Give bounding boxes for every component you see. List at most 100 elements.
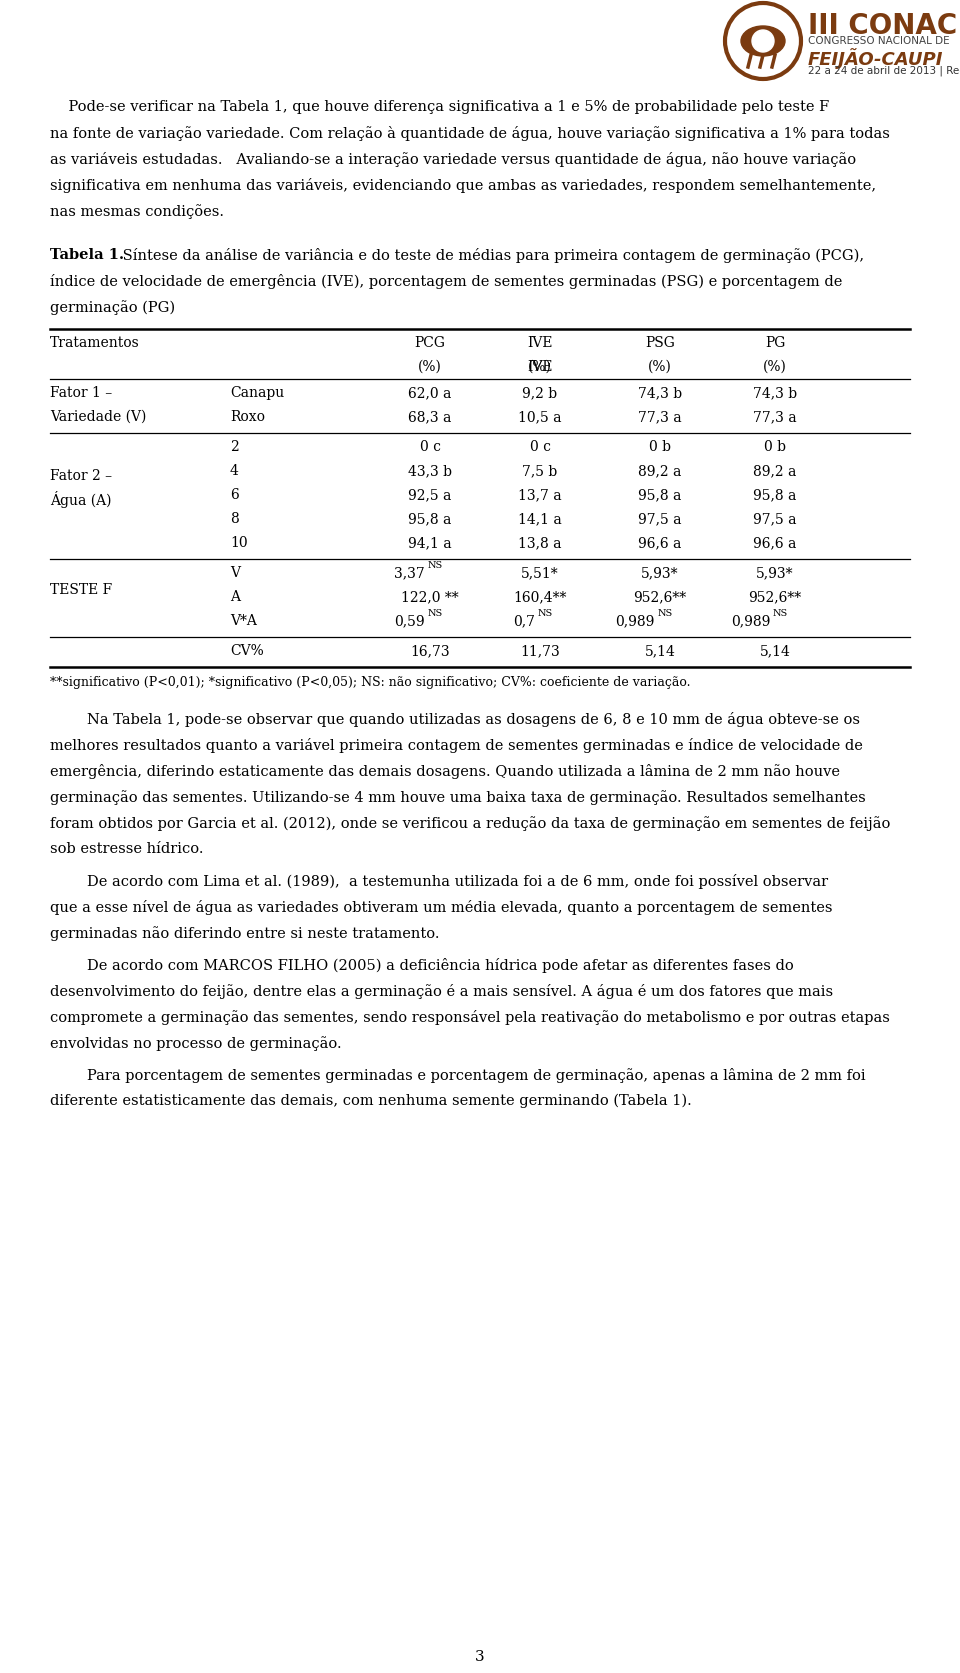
Text: Tabela 1.: Tabela 1. [50, 248, 124, 263]
Text: PSG: PSG [645, 336, 675, 350]
Text: 5,93*: 5,93* [756, 565, 794, 579]
Text: germinadas não diferindo entre si neste tratamento.: germinadas não diferindo entre si neste … [50, 925, 440, 940]
Text: 22 a 24 de abril de 2013 | Recife - PE: 22 a 24 de abril de 2013 | Recife - PE [808, 65, 960, 75]
Text: as variáveis estudadas.   Avaliando-se a interação variedade versus quantidade d: as variáveis estudadas. Avaliando-se a i… [50, 152, 856, 167]
Text: **significativo (P<0,01); *significativo (P<0,05); NS: não significativo; CV%: c: **significativo (P<0,01); *significativo… [50, 676, 690, 689]
Text: 97,5 a: 97,5 a [754, 512, 797, 525]
Text: (%): (%) [418, 360, 442, 373]
Text: 160,4**: 160,4** [514, 589, 566, 604]
Text: V: V [230, 565, 240, 579]
Text: A: A [230, 589, 240, 604]
Text: 952,6**: 952,6** [634, 589, 686, 604]
Text: 97,5 a: 97,5 a [638, 512, 682, 525]
Text: 43,3 b: 43,3 b [408, 463, 452, 478]
Text: 5,14: 5,14 [644, 644, 676, 657]
Text: Tratamentos: Tratamentos [50, 336, 140, 350]
Text: 5,93*: 5,93* [641, 565, 679, 579]
Text: (%): (%) [763, 360, 787, 373]
Text: 77,3 a: 77,3 a [754, 410, 797, 423]
Text: 10: 10 [230, 535, 248, 550]
Text: 95,8 a: 95,8 a [408, 512, 452, 525]
Ellipse shape [741, 27, 785, 57]
Circle shape [752, 32, 774, 54]
Text: 92,5 a: 92,5 a [408, 489, 452, 502]
Text: nas mesmas condições.: nas mesmas condições. [50, 204, 224, 219]
Text: Para porcentagem de sementes germinadas e porcentagem de germinação, apenas a lâ: Para porcentagem de sementes germinadas … [50, 1067, 866, 1082]
Text: índice de velocidade de emergência (IVE), porcentagem de sementes germinadas (PS: índice de velocidade de emergência (IVE)… [50, 274, 842, 289]
Text: 89,2 a: 89,2 a [754, 463, 797, 478]
Text: 9,2 b: 9,2 b [522, 386, 558, 400]
Text: De acordo com Lima et al. (1989),  a testemunha utilizada foi a de 6 mm, onde fo: De acordo com Lima et al. (1989), a test… [50, 873, 828, 888]
Text: 3: 3 [475, 1650, 485, 1663]
Text: 89,2 a: 89,2 a [638, 463, 682, 478]
Text: De acordo com MARCOS FILHO (2005) a deficiência hídrica pode afetar as diferente: De acordo com MARCOS FILHO (2005) a defi… [50, 957, 794, 972]
Text: 0 c: 0 c [530, 440, 550, 453]
Text: 10,5 a: 10,5 a [518, 410, 562, 423]
Text: 0 b: 0 b [649, 440, 671, 453]
Text: Roxo: Roxo [230, 410, 265, 423]
Text: diferente estatisticamente das demais, com nenhuma semente germinando (Tabela 1): diferente estatisticamente das demais, c… [50, 1094, 692, 1108]
Text: 0,989: 0,989 [731, 614, 770, 627]
Text: Síntese da análise de variância e do teste de médias para primeira contagem de g: Síntese da análise de variância e do tes… [118, 248, 864, 263]
Text: 96,6 a: 96,6 a [638, 535, 682, 550]
Text: 74,3 b: 74,3 b [638, 386, 682, 400]
Text: 3,37: 3,37 [395, 565, 425, 579]
Text: 2: 2 [230, 440, 239, 453]
Text: Fator 2 –: Fator 2 – [50, 468, 112, 483]
Text: Canapu: Canapu [230, 386, 284, 400]
Text: 0,59: 0,59 [395, 614, 425, 627]
Text: 5,51*: 5,51* [521, 565, 559, 579]
Text: 952,6**: 952,6** [749, 589, 802, 604]
Text: NS: NS [428, 609, 444, 617]
Text: III CONAC: III CONAC [808, 12, 957, 40]
Text: 11,73: 11,73 [520, 644, 560, 657]
Text: 13,7 a: 13,7 a [518, 489, 562, 502]
Text: que a esse nível de água as variedades obtiveram um média elevada, quanto a porc: que a esse nível de água as variedades o… [50, 900, 832, 915]
Text: 74,3 b: 74,3 b [753, 386, 797, 400]
Text: envolvidas no processo de germinação.: envolvidas no processo de germinação. [50, 1036, 342, 1051]
Text: FEIJÃO-CAUPI: FEIJÃO-CAUPI [808, 49, 944, 69]
Text: 122,0 **: 122,0 ** [401, 589, 459, 604]
Text: emergência, diferindo estaticamente das demais dosagens. Quando utilizada a lâmi: emergência, diferindo estaticamente das … [50, 763, 840, 778]
Text: Variedade (V): Variedade (V) [50, 410, 146, 423]
Text: germinação das sementes. Utilizando-se 4 mm houve uma baixa taxa de germinação. : germinação das sementes. Utilizando-se 4… [50, 790, 866, 805]
Text: 0 b: 0 b [764, 440, 786, 453]
Text: 6: 6 [230, 489, 239, 502]
Text: 13,8 a: 13,8 a [518, 535, 562, 550]
Text: 14,1 a: 14,1 a [518, 512, 562, 525]
Text: 77,3 a: 77,3 a [638, 410, 682, 423]
Text: compromete a germinação das sementes, sendo responsável pela reativação do metab: compromete a germinação das sementes, se… [50, 1009, 890, 1024]
Text: PCG: PCG [415, 336, 445, 350]
Text: na fonte de variação variedade. Com relação à quantidade de água, houve variação: na fonte de variação variedade. Com rela… [50, 125, 890, 141]
Text: TESTE F: TESTE F [50, 582, 112, 597]
Text: desenvolvimento do feijão, dentre elas a germinação é a mais sensível. A água é : desenvolvimento do feijão, dentre elas a… [50, 984, 833, 999]
Text: melhores resultados quanto a variável primeira contagem de sementes germinadas e: melhores resultados quanto a variável pr… [50, 738, 863, 753]
Text: 0,7: 0,7 [513, 614, 535, 627]
Text: NS: NS [428, 560, 444, 570]
Text: IVE: IVE [527, 360, 553, 373]
Text: PG: PG [765, 336, 785, 350]
Text: NS: NS [538, 609, 553, 617]
Text: (%): (%) [528, 360, 552, 373]
Text: NS: NS [658, 609, 673, 617]
Text: IVE: IVE [527, 336, 553, 350]
Text: CV%: CV% [230, 644, 264, 657]
Text: 0,989: 0,989 [615, 614, 655, 627]
Text: Pode-se verificar na Tabela 1, que houve diferença significativa a 1 e 5% de pro: Pode-se verificar na Tabela 1, que houve… [50, 100, 829, 114]
Text: sob estresse hídrico.: sob estresse hídrico. [50, 842, 204, 855]
Text: V*A: V*A [230, 614, 257, 627]
Text: Na Tabela 1, pode-se observar que quando utilizadas as dosagens de 6, 8 e 10 mm : Na Tabela 1, pode-se observar que quando… [50, 711, 860, 726]
Text: 4: 4 [230, 463, 239, 478]
Text: 8: 8 [230, 512, 239, 525]
Text: significativa em nenhuma das variáveis, evidenciando que ambas as variedades, re: significativa em nenhuma das variáveis, … [50, 177, 876, 192]
Text: 95,8 a: 95,8 a [754, 489, 797, 502]
Text: 95,8 a: 95,8 a [638, 489, 682, 502]
Text: (%): (%) [648, 360, 672, 373]
Text: foram obtidos por Garcia et al. (2012), onde se verificou a redução da taxa de g: foram obtidos por Garcia et al. (2012), … [50, 815, 890, 830]
Text: CONGRESSO NACIONAL DE: CONGRESSO NACIONAL DE [808, 37, 949, 45]
Text: 16,73: 16,73 [410, 644, 450, 657]
Text: 68,3 a: 68,3 a [408, 410, 452, 423]
Text: 94,1 a: 94,1 a [408, 535, 452, 550]
Text: germinação (PG): germinação (PG) [50, 299, 175, 315]
Text: Fator 1 –: Fator 1 – [50, 386, 112, 400]
